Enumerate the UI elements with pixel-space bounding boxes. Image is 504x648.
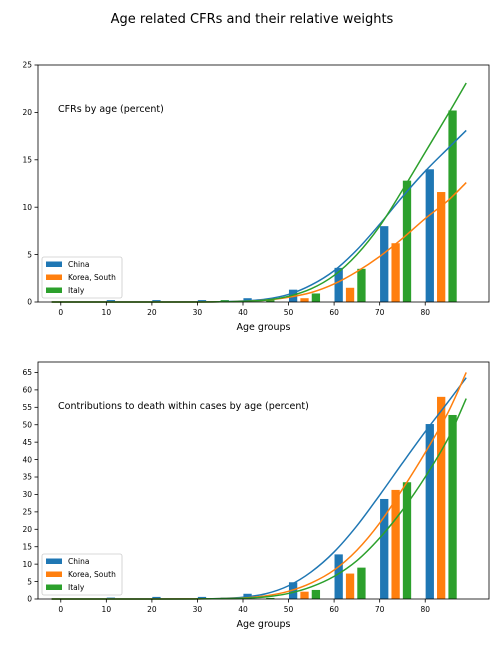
x-axis-label: Age groups: [237, 619, 291, 630]
y-tick-label: 30: [22, 490, 32, 499]
bar-china-70: [380, 226, 389, 302]
y-tick-label: 65: [22, 368, 32, 377]
plot-frame: [37, 64, 490, 303]
y-tick-label: 25: [22, 61, 32, 70]
bar-italy-60: [357, 567, 366, 599]
bar-italy-60: [357, 268, 366, 302]
bar-italy-80: [448, 414, 457, 599]
y-tick-label: 10: [22, 203, 32, 212]
x-tick-label: 70: [375, 308, 385, 317]
figure-title: Age related CFRs and their relative weig…: [111, 12, 394, 27]
bar-china-20: [152, 300, 161, 302]
bar-italy-50: [311, 589, 321, 599]
legend-label-italy: Italy: [68, 286, 85, 295]
y-tick-label: 55: [22, 403, 32, 412]
legend-swatch-korea-south: [46, 274, 62, 280]
bar-china-80: [425, 169, 434, 302]
panel-annotation: CFRs by age (percent): [58, 104, 164, 115]
bar-korea-south-70: [391, 243, 400, 302]
legend-swatch-korea-south: [46, 571, 62, 577]
bar-italy-80: [448, 110, 457, 302]
bar-korea-south-80: [437, 192, 446, 302]
bar-korea-south-70: [391, 489, 400, 599]
x-tick-label: 30: [193, 605, 203, 614]
bar-korea-south-60: [345, 573, 355, 599]
bar-italy-40: [266, 597, 275, 599]
x-tick-label: 20: [147, 308, 157, 317]
legend-label-italy: Italy: [68, 583, 85, 592]
x-tick-label: 50: [284, 308, 294, 317]
y-tick-label: 20: [22, 525, 32, 534]
bar-italy-70: [402, 482, 412, 599]
bar-china-30: [197, 596, 207, 599]
x-tick-label: 40: [238, 605, 248, 614]
x-tick-label: 60: [329, 605, 339, 614]
x-tick-label: 40: [238, 308, 248, 317]
bar-italy-70: [402, 180, 412, 302]
y-tick-label: 25: [22, 508, 32, 517]
y-tick-label: 10: [22, 560, 32, 569]
legend-label-china: China: [68, 260, 89, 269]
bar-korea-south-50: [300, 298, 309, 302]
y-tick-label: 35: [22, 473, 32, 482]
cfr-chart-panel: 0 10 20 30 40 50 60 70 80 0 5 10 15 20 25 Age groups CFR…: [22, 61, 490, 333]
bar-china-60: [334, 554, 343, 599]
y-tick-label: 45: [22, 438, 32, 447]
y-tick-label: 15: [22, 542, 32, 551]
panel-annotation: Contributions to death within cases by a…: [58, 401, 309, 412]
x-tick-label: 0: [58, 308, 63, 317]
bar-italy-50: [311, 293, 321, 302]
bar-china-60: [334, 267, 343, 302]
bar-korea-south-80: [437, 396, 446, 599]
x-tick-label: 0: [58, 605, 63, 614]
y-tick-label: 0: [27, 298, 32, 307]
y-tick-label: 40: [22, 455, 32, 464]
y-tick-label: 5: [27, 250, 32, 259]
bar-italy-40: [266, 300, 275, 302]
contribution-chart-panel: 0 10 20 30 40 50 60 70 80 0 5 10 15 20 25 30 35 40 45 50 55 6…: [22, 361, 490, 630]
x-tick-label: 50: [284, 605, 294, 614]
y-tick-label: 50: [22, 420, 32, 429]
legend: China Korea, South Italy: [41, 256, 123, 299]
legend-label-korea-south: Korea, South: [68, 570, 116, 579]
x-tick-label: 30: [193, 308, 203, 317]
x-tick-label: 80: [420, 308, 430, 317]
x-tick-label: 70: [375, 605, 385, 614]
x-tick-label: 80: [420, 605, 430, 614]
y-tick-label: 15: [22, 156, 32, 165]
x-tick-label: 10: [102, 308, 112, 317]
bar-china-30: [197, 300, 207, 302]
bar-china-20: [152, 596, 161, 599]
legend-label-china: China: [68, 557, 89, 566]
bar-korea-south-60: [345, 287, 355, 302]
legend: China Korea, South Italy: [41, 553, 123, 596]
x-tick-label: 60: [329, 308, 339, 317]
legend-swatch-china: [46, 558, 62, 564]
bar-china-70: [380, 498, 389, 599]
x-tick-label: 10: [102, 605, 112, 614]
plot-frame: [37, 361, 490, 600]
bar-china-80: [425, 424, 434, 599]
bar-korea-south-50: [300, 591, 309, 599]
x-axis-label: Age groups: [237, 322, 291, 333]
x-tick-label: 20: [147, 605, 157, 614]
bar-china-10: [106, 300, 116, 302]
y-tick-label: 0: [27, 595, 32, 604]
y-tick-label: 20: [22, 108, 32, 117]
legend-swatch-china: [46, 261, 62, 267]
legend-swatch-italy: [46, 584, 62, 590]
legend-swatch-italy: [46, 287, 62, 293]
y-tick-label: 5: [27, 577, 32, 586]
y-tick-label: 60: [22, 386, 32, 395]
legend-label-korea-south: Korea, South: [68, 273, 116, 282]
